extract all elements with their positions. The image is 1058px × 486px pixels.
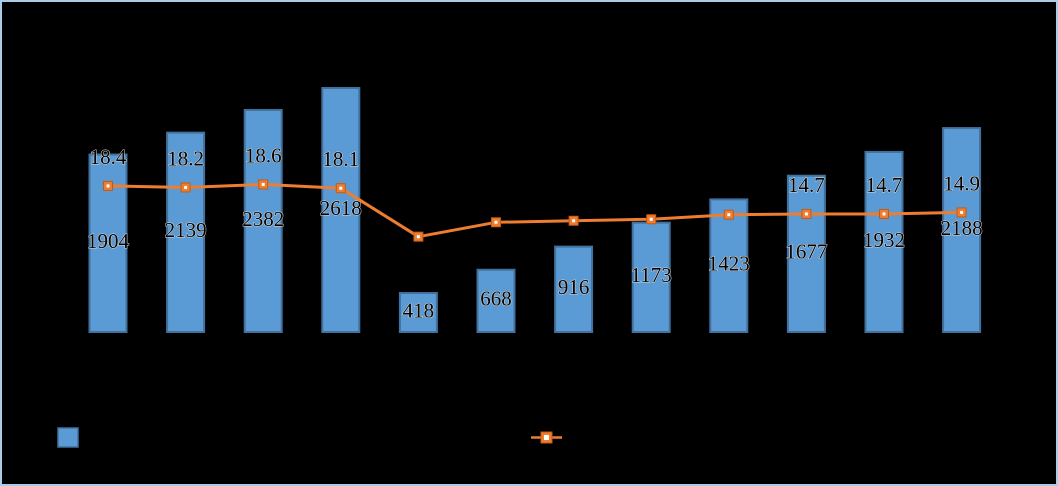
bar [864,150,904,333]
bar [786,174,826,333]
line-value-label: 14.9 [943,171,980,195]
line-value-label: 18.2 [167,146,204,170]
bar [476,268,516,333]
bar-value-label: 1904 [87,229,130,253]
bar-value-label: 2618 [320,196,362,220]
line-marker-center [882,212,886,216]
bar-value-label: 916 [558,275,590,299]
line-marker-center [649,217,653,221]
line-value-label: 18.4 [90,145,127,169]
line-marker-center [572,219,576,223]
bar [942,127,982,333]
line-value-label: 18.6 [245,143,282,167]
line-marker-center [106,184,110,188]
bar [631,221,671,334]
bar [398,292,438,333]
bar-value-label: 418 [403,298,435,322]
line-marker-center [184,185,188,189]
bar-value-label: 1173 [631,263,672,287]
bar-value-label: 2139 [165,218,207,242]
bar-value-label: 668 [480,287,512,311]
bar-value-label: 1423 [708,252,750,276]
line-series-path [106,182,964,239]
line-marker-center [727,213,731,217]
bar [709,198,749,333]
legend-bar-swatch-icon [57,427,79,448]
line-value-label: 14.7 [866,173,903,197]
line-marker-center [494,220,498,224]
bar [243,108,283,333]
line-value-label: 14.7 [788,173,825,197]
bar [554,245,594,333]
bar-value-label: 1677 [785,240,827,264]
line-marker-center [339,186,343,190]
bar-value-label: 1932 [863,228,905,252]
line-value-label: 18.1 [322,147,359,171]
line-marker-center [416,235,420,239]
legend-line-marker-center [544,435,549,440]
bar [166,131,206,333]
bar [321,87,361,334]
line-marker-center [804,212,808,216]
bar-value-label: 2188 [941,216,983,240]
line-marker-center [960,210,964,214]
line-marker-center [261,182,265,186]
bar-value-label: 2382 [242,207,284,231]
